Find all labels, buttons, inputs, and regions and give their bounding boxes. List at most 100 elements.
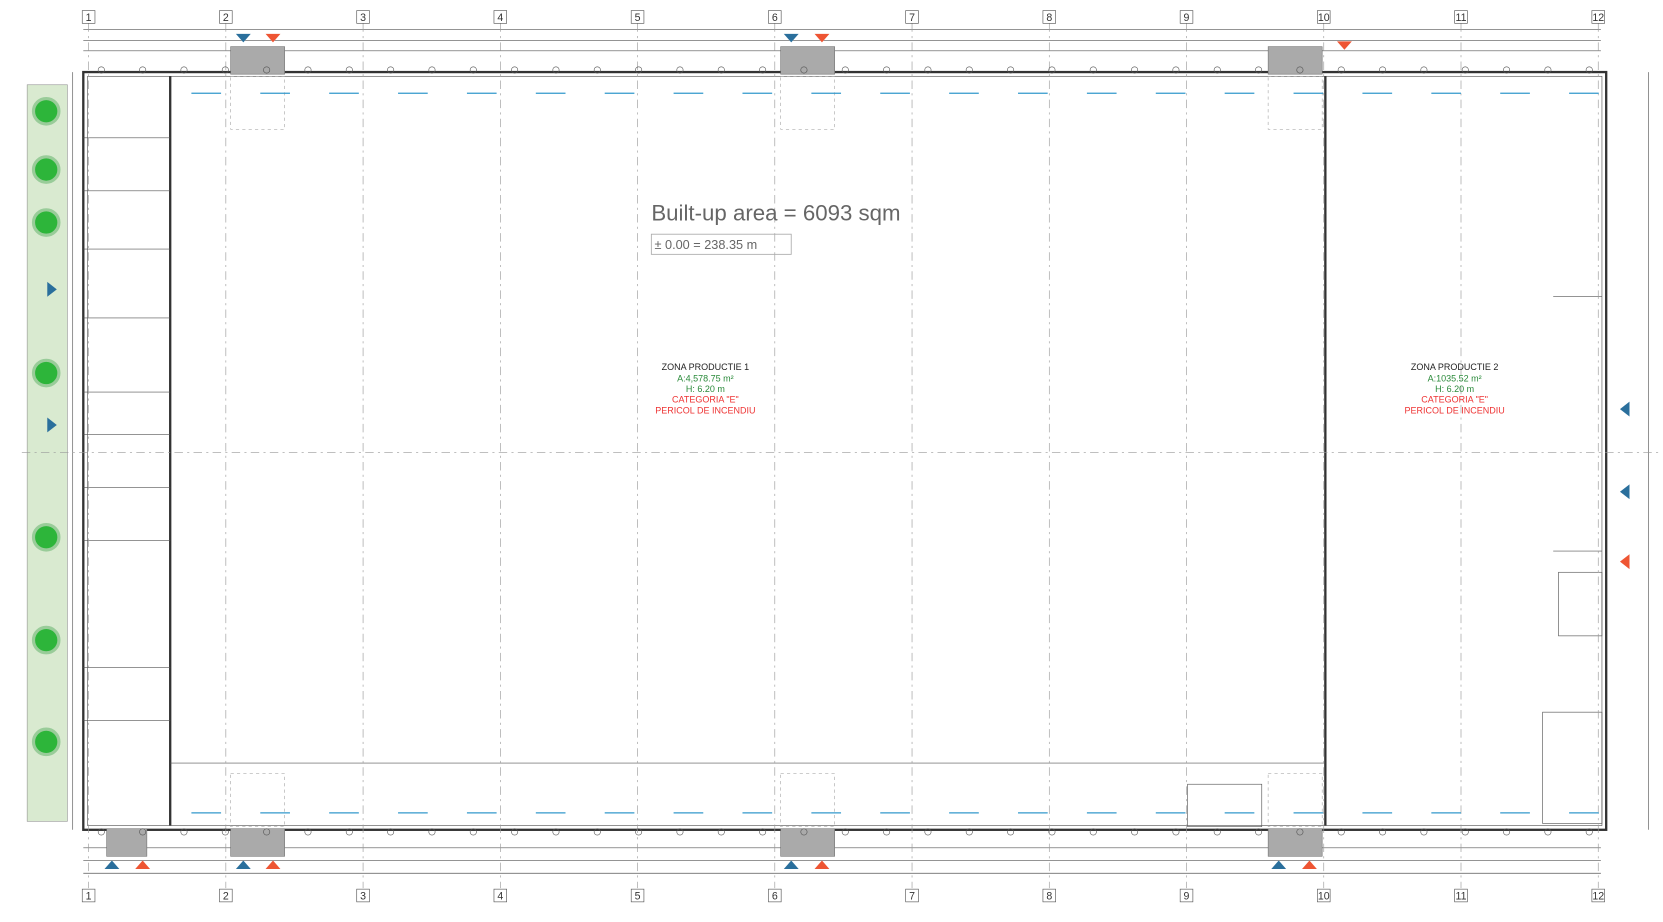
- column: [139, 828, 147, 836]
- zone-hazard: PERICOL DE INCENDIU: [655, 405, 755, 415]
- column: [387, 66, 395, 74]
- column: [469, 828, 477, 836]
- axis-label: 9: [1184, 12, 1190, 24]
- column: [304, 66, 312, 74]
- column: [1337, 828, 1345, 836]
- axis-bubble: [768, 10, 782, 24]
- entry-marker: [1619, 401, 1630, 417]
- column: [1379, 66, 1387, 74]
- zone-name: ZONA PRODUCTIE 2: [1411, 362, 1499, 372]
- column: [469, 66, 477, 74]
- axis-label: 11: [1456, 890, 1467, 902]
- dock: [106, 828, 148, 857]
- column: [180, 66, 188, 74]
- column: [221, 66, 229, 74]
- axis-bubble: [1179, 888, 1194, 903]
- column: [1461, 828, 1469, 836]
- datum-box: [650, 233, 792, 255]
- axis-bubble: [81, 888, 96, 903]
- axis-bubble: [1317, 888, 1331, 903]
- entry-marker: [104, 860, 120, 870]
- axis-label: 2: [223, 890, 229, 902]
- axis-bubble: [219, 10, 233, 24]
- dock: [230, 828, 285, 857]
- zone-category: CATEGORIA "E": [1421, 395, 1488, 405]
- axis-label: 4: [497, 12, 503, 24]
- entry-marker: [135, 860, 151, 870]
- column: [1007, 828, 1015, 836]
- axis-bubble: [493, 10, 507, 24]
- zone-area: A:4,578.75 m²: [677, 374, 734, 384]
- green-strip: [26, 84, 68, 822]
- column: [593, 66, 601, 74]
- axis-bubble: [356, 10, 370, 24]
- axis-label: 12: [1592, 12, 1604, 24]
- column: [717, 66, 725, 74]
- built-up-area: Built-up area = 6093 sqm: [651, 200, 900, 225]
- entry-marker: [1271, 860, 1287, 870]
- column: [759, 66, 767, 74]
- column: [428, 66, 436, 74]
- zone-name: ZONA PRODUCTIE 1: [662, 362, 750, 372]
- column: [345, 828, 353, 836]
- axis-bubble: [1454, 10, 1468, 24]
- entry-marker: [47, 417, 57, 433]
- zone-area: A:1035.52 m²: [1428, 374, 1482, 384]
- axis-label: 3: [360, 12, 366, 24]
- column: [1255, 828, 1263, 836]
- entry-marker: [1337, 41, 1352, 50]
- entry-marker: [265, 860, 281, 870]
- column: [883, 828, 891, 836]
- column: [1585, 66, 1593, 74]
- column: [1213, 66, 1221, 74]
- column: [180, 828, 188, 836]
- entry-marker: [265, 33, 281, 43]
- axis-label: 8: [1046, 890, 1052, 902]
- column: [1089, 66, 1097, 74]
- column: [800, 828, 808, 836]
- entry-marker: [1302, 860, 1317, 870]
- column: [1296, 66, 1304, 74]
- axis-label: 5: [635, 12, 641, 24]
- column: [1544, 66, 1552, 74]
- dock-zone: [780, 773, 835, 827]
- column: [635, 828, 643, 836]
- entry-marker: [47, 281, 57, 297]
- tree: [31, 522, 61, 552]
- dock: [780, 828, 835, 857]
- axis-bubble: [1454, 888, 1468, 903]
- column: [97, 828, 105, 836]
- column: [552, 66, 560, 74]
- column: [841, 66, 849, 74]
- entry-marker: [814, 33, 830, 43]
- column: [1131, 828, 1139, 836]
- tree: [31, 358, 61, 388]
- column: [759, 828, 767, 836]
- entry-marker: [235, 860, 251, 870]
- tree: [31, 727, 61, 757]
- column: [263, 66, 271, 74]
- column: [1503, 66, 1511, 74]
- dock-zone: [1267, 76, 1323, 130]
- axis-label: 1: [86, 12, 92, 24]
- column: [717, 828, 725, 836]
- dock: [1267, 46, 1323, 75]
- axis-label: 5: [635, 890, 641, 902]
- dock-zone: [230, 773, 285, 827]
- entry-marker: [235, 33, 251, 43]
- axis-bubble: [1317, 10, 1331, 24]
- dock: [230, 46, 285, 75]
- tree: [31, 625, 61, 655]
- axis-bubble: [905, 888, 919, 903]
- axis-bubble: [630, 10, 645, 24]
- axis-bubble: [768, 888, 782, 903]
- column: [924, 66, 932, 74]
- dock-zone: [780, 76, 835, 130]
- axis-label: 12: [1592, 890, 1604, 902]
- axis-label: 3: [360, 890, 366, 902]
- axis-label: 9: [1184, 890, 1190, 902]
- column: [1461, 66, 1469, 74]
- zone-height: H: 6.20 m: [1435, 384, 1474, 394]
- column: [1255, 66, 1263, 74]
